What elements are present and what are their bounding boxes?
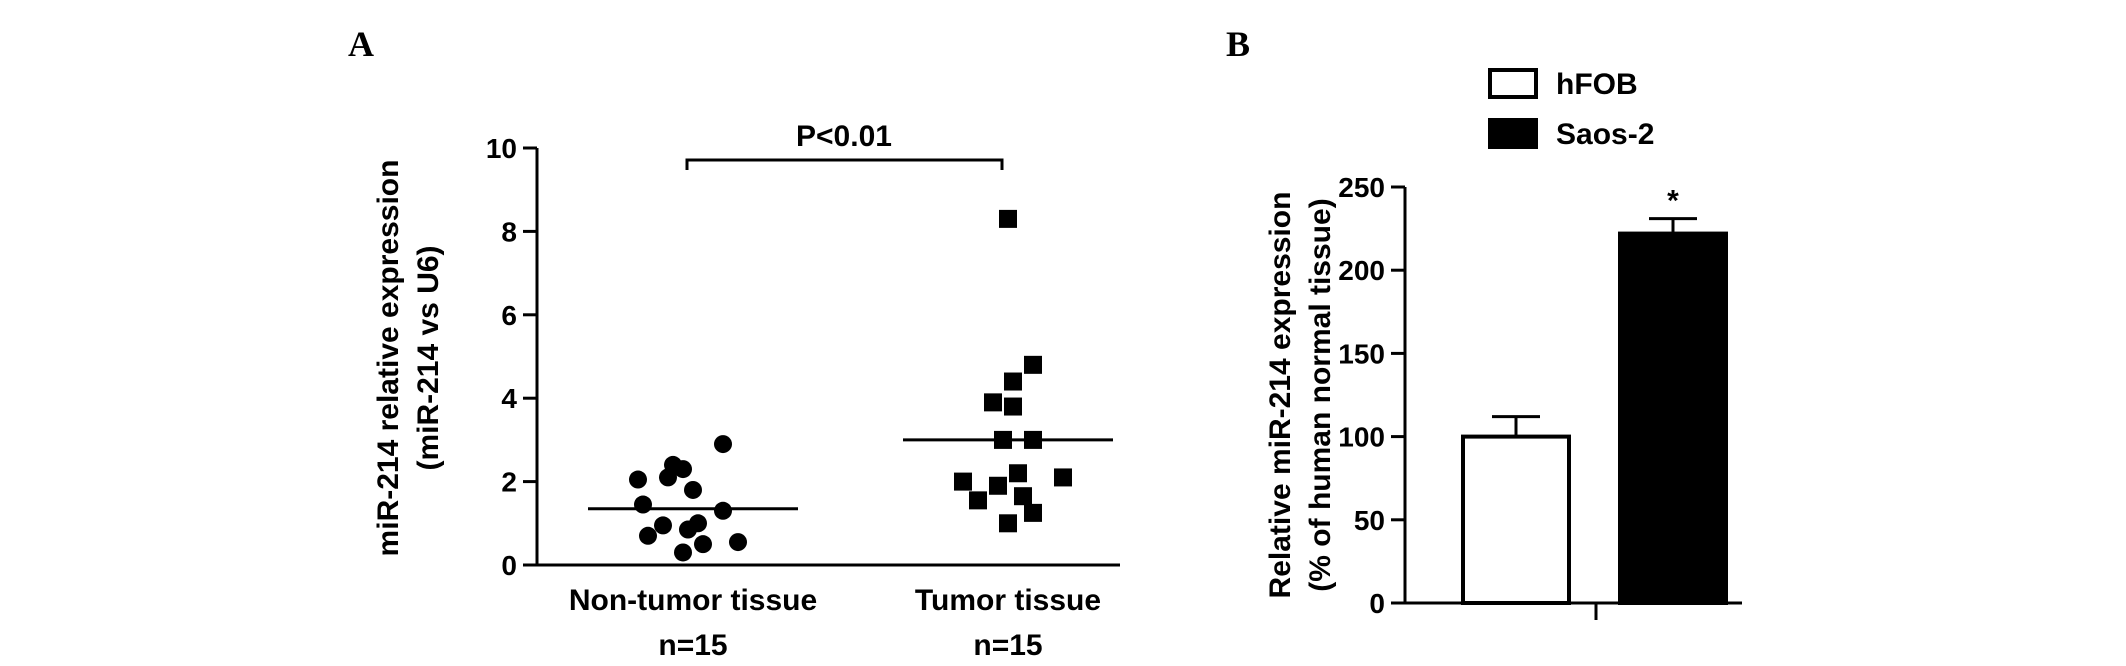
panel-b-y-tick-label: 50 [1354, 505, 1385, 536]
data-point-tumor [1014, 487, 1032, 506]
bar-hfob [1461, 434, 1571, 605]
panel-a-y-tick-label: 6 [501, 300, 517, 331]
panel-b-y-tick-label: 150 [1338, 338, 1385, 369]
data-point-non-tumor [634, 495, 652, 514]
data-point-non-tumor [654, 516, 672, 535]
legend-swatch-hfob [1488, 68, 1538, 99]
data-point-non-tumor [674, 543, 692, 562]
panel-a-ylabel-line1: miR-214 relative expression [372, 160, 405, 557]
category-n-tumor: n=15 [973, 629, 1042, 662]
data-point-non-tumor [674, 460, 692, 479]
data-point-tumor [989, 476, 1007, 495]
panel-a-ylabel-line2: (miR-214 vs U6) [412, 245, 445, 470]
panel-a-y-tick-label: 10 [486, 133, 517, 164]
data-point-tumor [969, 491, 987, 510]
data-point-tumor [1024, 503, 1042, 522]
panel-a: A miR-214 relative expression (miR-214 v… [348, 24, 1120, 662]
significance-bracket [685, 158, 1004, 170]
panel-a-y-tick-label: 4 [501, 383, 517, 414]
panel-b-y-tick-label: 250 [1338, 172, 1385, 203]
data-point-non-tumor [659, 468, 677, 487]
data-point-tumor [1004, 397, 1022, 416]
panel-b-y-tick-label: 200 [1338, 255, 1385, 286]
bar-saos-2 [1618, 231, 1728, 605]
data-point-non-tumor [729, 533, 747, 552]
panel-a-y-ticks: 0 2 4 6 8 10 [486, 133, 537, 581]
panel-a-label: A [348, 24, 374, 64]
panel-a-y-tick-label: 8 [501, 216, 517, 247]
legend-label-saos-2: Saos-2 [1556, 118, 1654, 151]
data-point-non-tumor [639, 526, 657, 545]
panel-b-label: B [1226, 24, 1250, 64]
data-point-tumor [1054, 468, 1072, 487]
category-label-non-tumor: Non-tumor tissue [569, 584, 817, 617]
significance-star: * [1667, 185, 1679, 218]
panel-a-y-tick-label: 0 [501, 550, 517, 581]
data-point-non-tumor [714, 435, 732, 454]
legend: hFOB Saos-2 [1488, 68, 1654, 151]
panel-b-bars: * [1461, 185, 1728, 605]
panel-b-ylabel-line2: (% of human normal tissue) [1304, 198, 1337, 591]
panel-a-marks [588, 209, 1113, 562]
data-point-non-tumor [684, 480, 702, 499]
category-n-non-tumor: n=15 [658, 629, 727, 662]
data-point-tumor [1004, 372, 1022, 391]
panel-b-y-ticks: 0 50 100 150 200 250 [1338, 172, 1405, 619]
data-point-tumor [1009, 464, 1027, 483]
data-point-tumor [984, 393, 1002, 412]
panel-a-y-tick-label: 2 [501, 467, 517, 498]
data-point-tumor [999, 209, 1017, 228]
data-point-non-tumor [629, 470, 647, 489]
data-point-non-tumor [714, 501, 732, 520]
data-point-tumor [1024, 355, 1042, 374]
data-point-non-tumor [679, 520, 697, 539]
panel-b: B Relative miR-214 expression (% of huma… [1226, 24, 1742, 620]
data-point-tumor [954, 472, 972, 491]
category-label-tumor: Tumor tissue [915, 584, 1101, 617]
panel-b-y-tick-label: 100 [1338, 422, 1385, 453]
panel-b-ylabel-line1: Relative miR-214 expression [1264, 192, 1297, 599]
data-point-tumor [999, 514, 1017, 533]
panel-b-y-tick-label: 0 [1369, 588, 1385, 619]
legend-label-hfob: hFOB [1556, 68, 1638, 101]
legend-swatch-saos-2 [1488, 118, 1538, 149]
p-value-annotation: P<0.01 [796, 120, 892, 153]
data-point-non-tumor [694, 535, 712, 554]
